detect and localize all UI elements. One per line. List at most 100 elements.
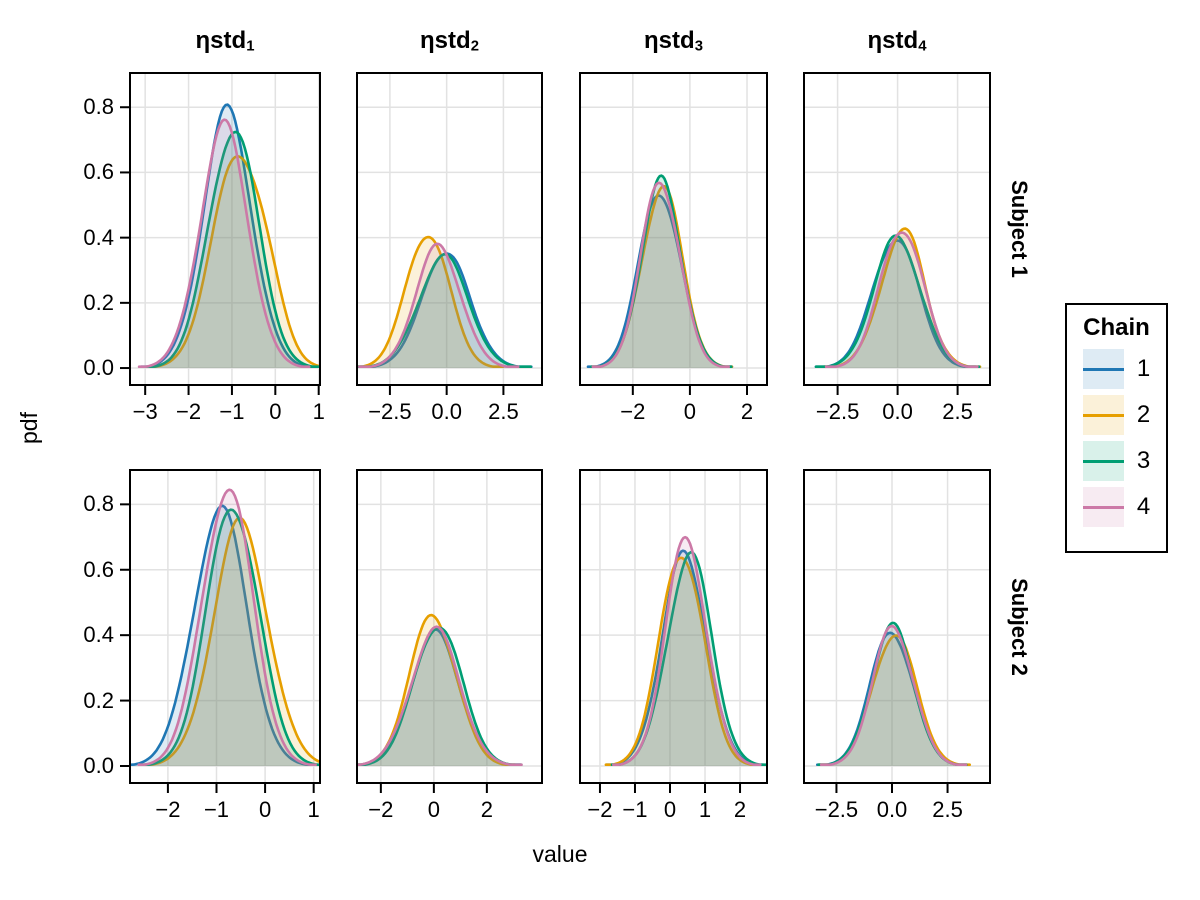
density-curve-chain-1 <box>139 103 316 368</box>
y-tick-label: 0.8 <box>83 94 114 120</box>
density-fill-chain-1 <box>588 195 732 369</box>
density-fill-chain-2 <box>823 228 980 369</box>
density-curve-chain-2 <box>604 556 760 766</box>
density-fill-chain-4 <box>826 232 978 369</box>
legend-entry-label: 3 <box>1136 447 1151 474</box>
x-tick-label: −2.5 <box>814 797 859 822</box>
x-tick-label: 2.5 <box>488 399 519 424</box>
density-fill-chain-2 <box>592 186 732 369</box>
x-tick-label: 0 <box>258 797 272 822</box>
x-tick-label: −1 <box>203 797 230 822</box>
x-tick-label: −1 <box>219 399 245 424</box>
legend-line-icon <box>1082 459 1124 463</box>
x-tick-label: 2 <box>740 399 754 424</box>
y-tick-label: 0.0 <box>83 752 114 778</box>
legend-swatch-icon <box>1082 487 1124 527</box>
legend-swatch-icon <box>1082 349 1124 389</box>
density-fill-chain-1 <box>359 253 532 369</box>
facet-row-label: Subject 1 <box>1007 180 1032 278</box>
density-fill-chain-2 <box>818 635 970 766</box>
density-fill-chain-3 <box>612 552 767 766</box>
x-tick-label: 0 <box>427 797 440 822</box>
x-tick-label: 2.5 <box>932 797 963 822</box>
legend-line-icon <box>1082 413 1124 417</box>
panel-r0-c1 <box>356 72 543 395</box>
facet-col-title: ηstd4 <box>867 27 927 55</box>
legend-line-icon <box>1082 367 1124 371</box>
y-tick-label: 0.6 <box>83 159 114 185</box>
density-fill-chain-3 <box>818 622 967 766</box>
density-fill-chain-4 <box>613 537 761 766</box>
density-curve-chain-4 <box>612 535 762 766</box>
density-fill-chain-2 <box>357 237 504 369</box>
density-fill-chain-3 <box>591 175 732 369</box>
density-curve-chain-4 <box>357 625 523 766</box>
density-curve-chain-4 <box>591 181 730 368</box>
density-fill-chain-4 <box>359 243 519 369</box>
density-curve-chain-2 <box>146 155 320 368</box>
panel-frame <box>356 72 543 386</box>
x-tick-label: −2 <box>155 797 181 822</box>
density-fill-chain-1 <box>606 550 764 766</box>
density-fill-chain-3 <box>357 254 531 369</box>
density-fill-chain-1 <box>141 104 315 369</box>
x-tick-label: −3 <box>132 399 158 424</box>
density-fill-chain-1 <box>817 632 967 766</box>
panel-frame <box>579 72 768 386</box>
y-axis-label: pdf <box>16 412 42 444</box>
x-tick-label: 0 <box>683 399 697 424</box>
panel-r1-c2 <box>579 469 768 793</box>
x-tick-label: 0.0 <box>876 797 908 822</box>
facet-row-label: Subject 2 <box>1007 577 1032 676</box>
x-tick-label: −2 <box>368 797 394 822</box>
y-tick-label: 0.4 <box>83 622 114 648</box>
x-tick-label: 2 <box>733 797 747 822</box>
legend-swatch-icon <box>1082 441 1124 481</box>
legend-entry-chain-3: 3 <box>1082 441 1151 481</box>
x-tick-label: 0 <box>663 797 677 822</box>
x-tick-label: 2 <box>480 797 493 822</box>
x-tick-label: −2.5 <box>368 399 412 424</box>
y-tick-label: 0.8 <box>83 491 114 517</box>
density-fill-chain-2 <box>605 557 758 766</box>
x-tick-label: 0.0 <box>431 399 462 424</box>
x-tick-label: −1 <box>622 797 648 822</box>
density-curve-chain-4 <box>824 231 979 368</box>
legend-entry-label: 4 <box>1136 493 1151 520</box>
density-curve-chain-2 <box>142 516 320 766</box>
legend-entry-chain-2: 2 <box>1082 395 1151 435</box>
x-tick-label: −2 <box>620 399 646 424</box>
x-tick-label: 1 <box>307 797 320 822</box>
panel-frame <box>803 469 991 784</box>
legend-swatch-icon <box>1082 395 1124 435</box>
panel-frame <box>129 72 321 386</box>
y-tick-label: 0.2 <box>83 687 114 713</box>
panel-frame <box>129 469 321 784</box>
panel-r1-c3 <box>803 469 991 793</box>
legend-entry-label: 2 <box>1136 401 1151 428</box>
x-tick-label: −2.5 <box>815 399 860 424</box>
facet-col-title: ηstd1 <box>195 27 255 55</box>
x-tick-label: 0.0 <box>882 399 913 424</box>
panel-r0-c3 <box>803 72 991 395</box>
y-tick-label: 0.2 <box>83 289 114 315</box>
density-fill-chain-3 <box>816 235 980 369</box>
legend-title: Chain <box>1083 314 1150 341</box>
legend-entry-label: 1 <box>1136 355 1151 382</box>
x-tick-label: −2 <box>176 399 202 424</box>
density-fill-chain-1 <box>815 240 976 369</box>
panel-frame <box>803 72 991 386</box>
x-tick-label: −2 <box>587 797 613 822</box>
facet-col-title: ηstd2 <box>420 27 479 55</box>
density-fill-chain-4 <box>357 626 522 766</box>
density-fill-chain-4 <box>821 626 966 766</box>
x-tick-label: 2.5 <box>942 399 973 424</box>
y-tick-label: 0.4 <box>83 224 114 250</box>
y-tick-label: 0.6 <box>83 556 114 582</box>
density-curve-chain-4 <box>137 118 311 368</box>
panel-frame <box>579 469 768 784</box>
x-axis-label: value <box>532 841 588 867</box>
y-tick-label: 0.0 <box>83 355 114 381</box>
density-curve-chain-4 <box>819 624 968 766</box>
